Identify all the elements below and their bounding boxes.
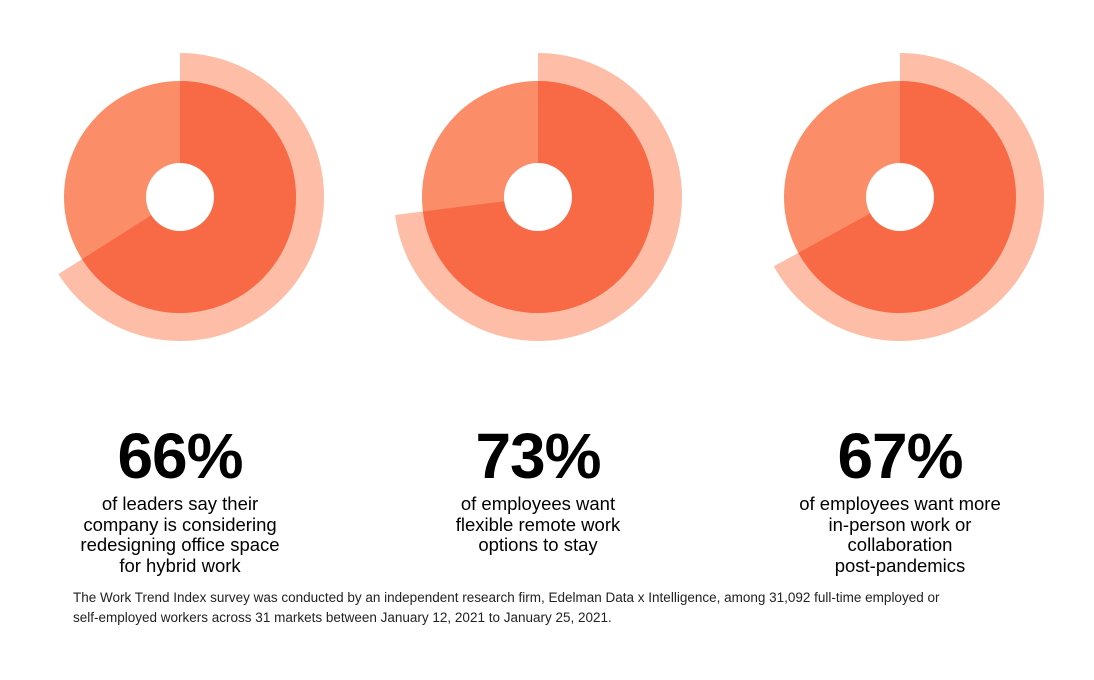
stat-employees-remote: 73% of employees want flexible remote wo… [378, 40, 698, 555]
footnote-line: The Work Trend Index survey was conducte… [73, 590, 940, 605]
stat-description: of employees want more in-person work or… [740, 493, 1060, 576]
percentage-value: 67% [837, 420, 963, 492]
description-line: collaboration [847, 534, 953, 555]
stat-employees-inperson: 67% of employees want more in-person wor… [740, 40, 1060, 575]
footnote-line: self-employed workers across 31 markets … [73, 609, 612, 625]
donut-chart-3 [773, 53, 1044, 341]
percentage-value: 73% [475, 420, 601, 492]
description-line: post-pandemics [834, 554, 966, 576]
stat-description: of leaders say their company is consider… [20, 493, 340, 576]
percentage-value: 66% [117, 420, 243, 492]
description-line: in-person work or [828, 513, 972, 535]
description-line: of employees want [460, 493, 616, 514]
description-line: of employees want more [799, 493, 1001, 514]
stat-description: of employees want flexible remote work o… [378, 493, 698, 556]
description-line: redesigning office space [80, 534, 280, 555]
description-line: company is considering [83, 513, 277, 535]
center-hole [504, 163, 572, 231]
survey-footnote: The Work Trend Index survey was conducte… [73, 588, 1063, 627]
description-line: of leaders say their [101, 493, 259, 514]
description-line: for hybrid work [119, 554, 241, 576]
center-hole [146, 163, 214, 231]
center-hole [866, 163, 934, 231]
donut-chart-2 [395, 53, 683, 341]
description-line: flexible remote work [455, 513, 621, 535]
description-line: options to stay [478, 534, 598, 555]
stat-leaders-redesign: 66% of leaders say their company is cons… [20, 40, 340, 575]
donut-chart-1 [58, 53, 325, 341]
